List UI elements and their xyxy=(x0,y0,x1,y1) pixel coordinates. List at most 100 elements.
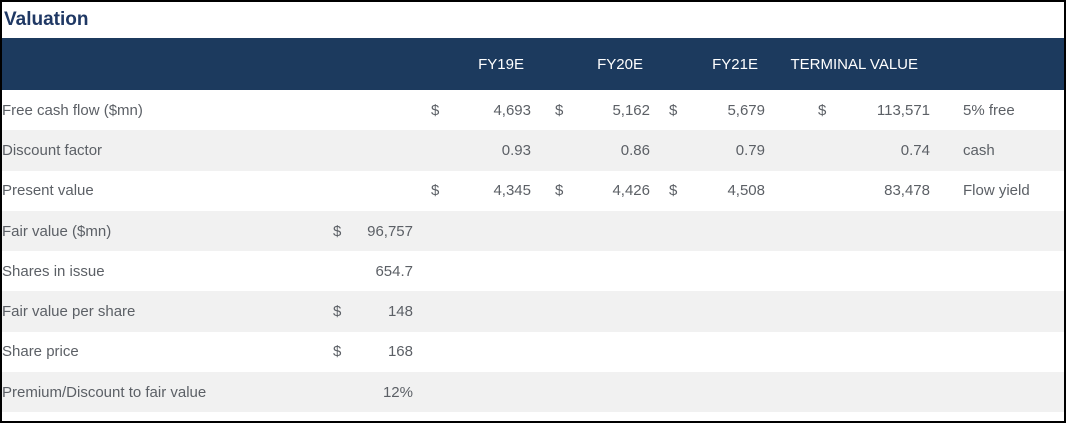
header-spacer xyxy=(531,38,555,90)
column-header-fy19e: FY19E xyxy=(478,55,524,73)
cell-terminal-value xyxy=(793,332,930,372)
cell-spacer xyxy=(531,332,555,372)
cell-spacer xyxy=(531,372,555,412)
cell-terminal-value: 83,478 xyxy=(793,171,930,211)
cell-spacer xyxy=(531,291,555,331)
cell-spacer xyxy=(930,251,963,291)
cell-spacer xyxy=(765,130,793,170)
cell-spacer xyxy=(413,90,431,130)
cell-note xyxy=(963,211,1064,251)
cell-fy19e: $4,693 xyxy=(431,90,531,130)
cell-spacer xyxy=(531,171,555,211)
cell-fy19e xyxy=(431,372,531,412)
cell-spacer xyxy=(650,332,669,372)
cell-fy21e xyxy=(669,332,765,372)
cell-spacer xyxy=(930,130,963,170)
currency-symbol: $ xyxy=(333,222,342,240)
cell-fy20e: $5,162 xyxy=(555,90,650,130)
row-label: Share price xyxy=(2,343,79,361)
cell-fy19e: $4,345 xyxy=(431,171,531,211)
cell-value: 4,693 xyxy=(493,101,531,119)
column-header-terminal-value: TERMINAL VALUE xyxy=(790,55,918,73)
cell-value: 0.93 xyxy=(501,141,531,159)
table-row-present-value: Present value $4,345 $4,426 $4,508 83,47… xyxy=(2,171,1064,211)
cell-note: 5% free xyxy=(963,101,1015,119)
cell-value: 654.7 xyxy=(375,262,413,280)
cell-spacer xyxy=(765,372,793,412)
row-label: Premium/Discount to fair value xyxy=(2,383,207,401)
cell-terminal-value xyxy=(793,291,930,331)
cell-terminal-value: 0.74 xyxy=(793,130,930,170)
cell-value: 113,571 xyxy=(876,101,930,119)
cell-fy21e xyxy=(669,251,765,291)
cell-spacer xyxy=(650,90,669,130)
table-row-premium-discount: Premium/Discount to fair value 12% xyxy=(2,372,1064,413)
cell-spacer xyxy=(765,251,793,291)
column-header-fy20e: FY20E xyxy=(597,55,643,73)
cell-spacer xyxy=(650,251,669,291)
cell-spacer xyxy=(413,332,431,372)
column-header-fy21e: FY21E xyxy=(712,55,758,73)
table-row-fair-value: Fair value ($mn) $96,757 xyxy=(2,210,1064,252)
cell-fy20e xyxy=(555,291,650,331)
row-label: Fair value per share xyxy=(2,303,136,321)
cell-value: 0.86 xyxy=(620,141,650,159)
header-spacer xyxy=(413,38,431,90)
header-metric-spacer xyxy=(325,38,413,90)
cell-metric-value: 654.7 xyxy=(325,251,413,291)
cell-value: 148 xyxy=(387,303,413,321)
cell-metric-value: $148 xyxy=(325,291,413,331)
currency-symbol: $ xyxy=(669,182,678,200)
cell-value: 96,757 xyxy=(367,222,413,240)
cell-value: 83,478 xyxy=(884,182,930,200)
cell-fy19e xyxy=(431,291,531,331)
cell-terminal-value xyxy=(793,251,930,291)
cell-fy21e: 0.79 xyxy=(669,130,765,170)
currency-symbol: $ xyxy=(669,101,678,119)
currency-symbol: $ xyxy=(431,101,440,119)
cell-value: 4,508 xyxy=(727,182,765,200)
cell-metric-value: $168 xyxy=(325,332,413,372)
cell-spacer xyxy=(930,372,963,412)
cell-value: 12% xyxy=(382,383,413,401)
page-title: Valuation xyxy=(4,9,89,30)
cell-spacer xyxy=(413,211,431,251)
header-label-spacer xyxy=(2,38,325,90)
cell-spacer xyxy=(413,130,431,170)
table-header-row: FY19E FY20E FY21E TERMINAL VALUE xyxy=(2,38,1064,90)
cell-fy19e xyxy=(431,251,531,291)
cell-value: 5,162 xyxy=(612,101,650,119)
cell-fy19e xyxy=(431,211,531,251)
currency-symbol: $ xyxy=(555,182,564,200)
cell-note xyxy=(963,372,1064,412)
cell-spacer xyxy=(650,130,669,170)
currency-symbol: $ xyxy=(555,101,564,119)
table-row-free-cash-flow: Free cash flow ($mn) $4,693 $5,162 $5,67… xyxy=(2,90,1064,130)
header-spacer xyxy=(930,38,963,90)
currency-symbol: $ xyxy=(333,343,342,361)
table-row-share-price: Share price $168 xyxy=(2,332,1064,372)
cell-spacer xyxy=(765,211,793,251)
cell-value: 0.74 xyxy=(900,141,930,159)
cell-spacer xyxy=(765,171,793,211)
row-label: Fair value ($mn) xyxy=(2,222,112,240)
cell-note xyxy=(963,332,1064,372)
cell-spacer xyxy=(531,90,555,130)
cell-metric-value: 12% xyxy=(325,372,413,412)
cell-spacer xyxy=(930,291,963,331)
cell-spacer xyxy=(413,372,431,412)
cell-terminal-value xyxy=(793,211,930,251)
cell-note xyxy=(963,251,1064,291)
currency-symbol: $ xyxy=(818,101,827,119)
row-label: Discount factor xyxy=(2,141,103,159)
cell-fy20e xyxy=(555,211,650,251)
cell-value: 4,345 xyxy=(493,182,531,200)
cell-spacer xyxy=(413,251,431,291)
cell-fy21e xyxy=(669,372,765,412)
row-label: Shares in issue xyxy=(2,262,105,280)
valuation-table: FY19E FY20E FY21E TERMINAL VALUE Free ca… xyxy=(2,38,1064,413)
cell-value: 5,679 xyxy=(727,101,765,119)
cell-fy19e xyxy=(431,332,531,372)
row-label: Present value xyxy=(2,182,94,200)
